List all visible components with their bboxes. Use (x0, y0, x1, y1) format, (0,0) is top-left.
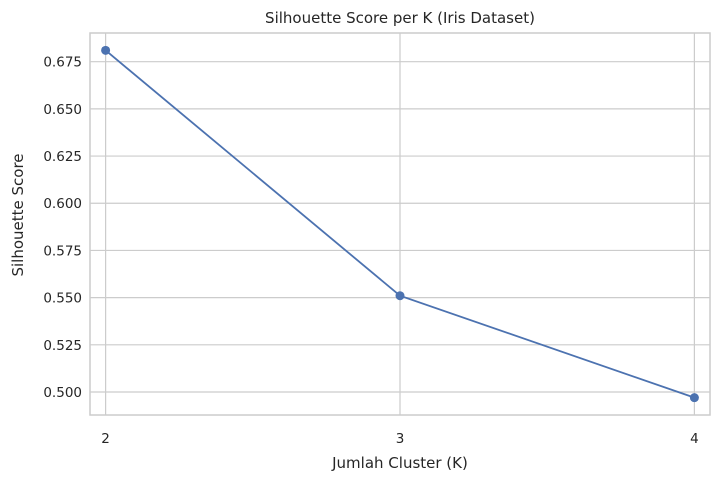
x-axis-label: Jumlah Cluster (K) (331, 454, 468, 472)
data-point (395, 291, 405, 301)
data-point (101, 45, 111, 55)
y-axis-ticks: 0.500 0.525 0.550 0.575 0.600 0.625 0.650 0.675 (43, 55, 82, 401)
y-tick-label: 0.525 (43, 338, 82, 354)
chart-title: Silhouette Score per K (Iris Dataset) (265, 9, 535, 27)
y-tick-label: 0.500 (43, 385, 82, 401)
x-tick-label: 4 (690, 431, 699, 447)
data-point (689, 393, 699, 403)
x-tick-label: 2 (101, 431, 110, 447)
plot-area (89, 32, 711, 416)
y-axis-label: Silhouette Score (9, 153, 27, 276)
y-tick-label: 0.625 (43, 149, 82, 165)
y-tick-label: 0.600 (43, 196, 82, 212)
y-tick-label: 0.575 (43, 243, 82, 259)
x-axis-ticks: 2 3 4 (101, 431, 698, 447)
series-group (101, 45, 699, 403)
y-tick-label: 0.550 (43, 291, 82, 307)
x-tick-label: 3 (396, 431, 405, 447)
y-tick-label: 0.650 (43, 102, 82, 118)
y-tick-label: 0.675 (43, 55, 82, 71)
grid (90, 33, 710, 415)
